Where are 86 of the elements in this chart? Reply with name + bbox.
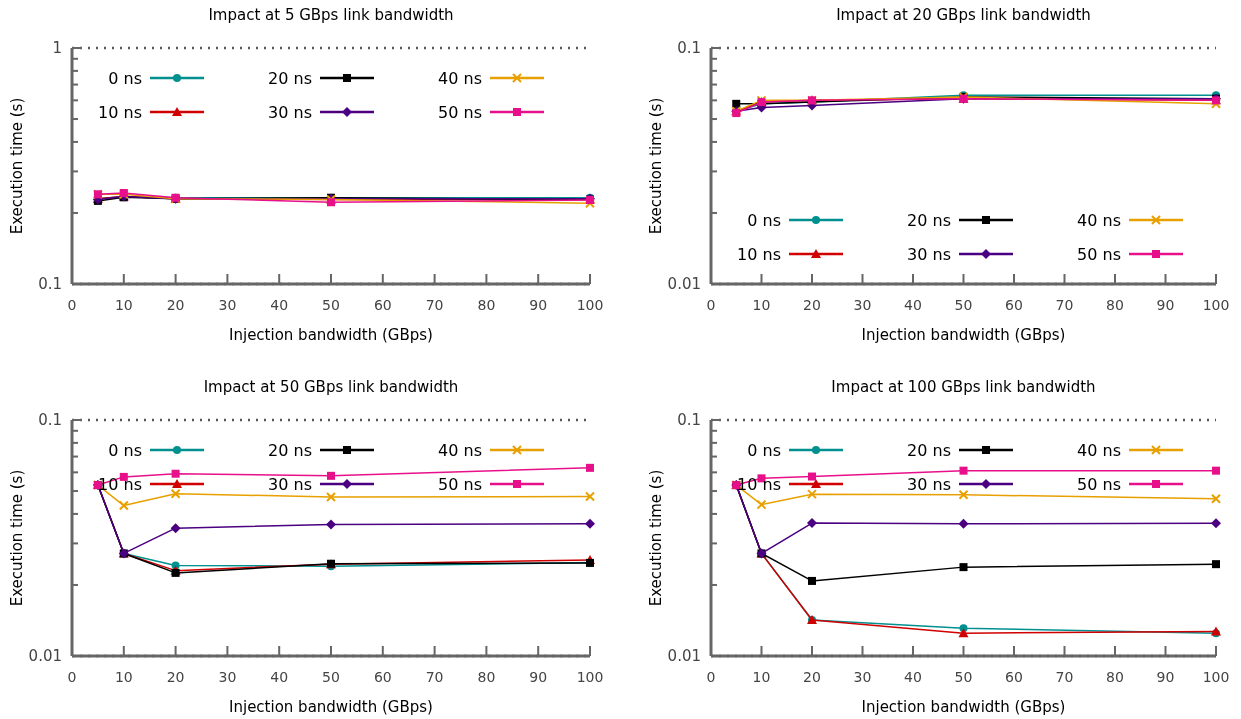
x-tick-label: 80 (477, 297, 496, 313)
legend-label: 10 ns (98, 102, 142, 122)
legend-label: 20 ns (268, 68, 312, 88)
y-tick-label: 0.1 (38, 275, 62, 294)
y-tick-label: 1 (52, 39, 62, 58)
x-axis-title: Injection bandwidth (GBps) (861, 326, 1066, 344)
x-tick-label: 90 (1156, 669, 1175, 685)
y-axis-title: Execution time (s) (647, 97, 665, 235)
x-tick-label: 10 (752, 669, 771, 685)
x-tick-label: 90 (1156, 297, 1175, 313)
legend-label: 50 ns (438, 102, 482, 122)
x-tick-label: 30 (218, 297, 237, 313)
chart-title: Impact at 50 GBps link bandwidth (203, 378, 459, 396)
x-tick-label: 90 (529, 669, 548, 685)
y-axis-title: Execution time (s) (8, 469, 26, 607)
x-tick-label: 100 (1202, 669, 1230, 685)
legend-label: 0 ns (747, 210, 781, 230)
y-tick-label: 0.01 (667, 275, 701, 294)
x-tick-label: 10 (752, 297, 771, 313)
x-tick-label: 10 (114, 297, 133, 313)
x-tick-label: 60 (1005, 297, 1023, 313)
y-tick-label: 0.01 (667, 647, 701, 666)
chart-title: Impact at 20 GBps link bandwidth (836, 6, 1091, 24)
x-tick-label: 50 (954, 669, 973, 685)
x-tick-label: 30 (218, 669, 237, 685)
y-axis-title: Execution time (s) (647, 469, 665, 607)
x-tick-label: 100 (576, 669, 604, 685)
x-tick-label: 10 (114, 669, 133, 685)
x-tick-label: 20 (803, 297, 821, 313)
x-tick-label: 40 (270, 669, 289, 685)
x-tick-label: 40 (904, 297, 922, 313)
legend-label: 50 ns (438, 474, 482, 494)
x-tick-label: 80 (477, 669, 496, 685)
legend-label: 20 ns (907, 210, 951, 230)
x-tick-label: 70 (425, 669, 444, 685)
x-tick-label: 80 (1106, 669, 1124, 685)
legend-label: 10 ns (737, 244, 781, 264)
legend-label: 20 ns (907, 440, 951, 460)
x-tick-label: 20 (803, 669, 821, 685)
legend-label: 50 ns (1077, 474, 1121, 494)
x-axis-title: Injection bandwidth (GBps) (229, 698, 433, 716)
x-tick-label: 20 (166, 669, 185, 685)
x-tick-label: 0 (67, 297, 77, 313)
x-tick-label: 60 (373, 297, 392, 313)
x-tick-label: 90 (529, 297, 548, 313)
x-tick-label: 40 (904, 669, 922, 685)
legend-label: 40 ns (438, 440, 482, 460)
legend-label: 40 ns (1077, 210, 1121, 230)
x-axis-title: Injection bandwidth (GBps) (861, 698, 1066, 716)
x-tick-label: 0 (706, 297, 716, 313)
x-tick-label: 60 (1005, 669, 1023, 685)
x-tick-label: 50 (322, 297, 340, 313)
x-tick-label: 70 (1055, 669, 1074, 685)
x-tick-label: 40 (270, 297, 289, 313)
legend-label: 30 ns (268, 102, 312, 122)
x-tick-label: 0 (706, 669, 716, 685)
legend-label: 40 ns (1077, 440, 1121, 460)
y-axis-title: Execution time (s) (8, 97, 26, 235)
y-tick-label: 0.1 (38, 411, 62, 430)
x-tick-label: 60 (373, 669, 392, 685)
legend-label: 50 ns (1077, 244, 1121, 264)
x-tick-label: 30 (853, 297, 872, 313)
legend-label: 30 ns (907, 474, 951, 494)
chart-title: Impact at 5 GBps link bandwidth (208, 6, 454, 24)
legend-label: 20 ns (268, 440, 312, 460)
legend-label: 0 ns (108, 68, 142, 88)
x-tick-label: 50 (954, 297, 973, 313)
legend-label: 30 ns (907, 244, 951, 264)
x-tick-label: 100 (576, 297, 604, 313)
y-tick-label: 0.1 (677, 39, 701, 58)
x-tick-label: 70 (1055, 297, 1074, 313)
x-tick-label: 80 (1106, 297, 1124, 313)
legend-label: 0 ns (108, 440, 142, 460)
y-tick-label: 0.01 (28, 647, 62, 666)
x-axis-title: Injection bandwidth (GBps) (229, 326, 433, 344)
x-tick-label: 50 (322, 669, 340, 685)
legend-label: 0 ns (747, 440, 781, 460)
x-tick-label: 20 (166, 297, 185, 313)
x-tick-label: 30 (853, 669, 872, 685)
x-tick-label: 0 (67, 669, 77, 685)
legend-label: 40 ns (438, 68, 482, 88)
legend-label: 30 ns (268, 474, 312, 494)
x-tick-label: 70 (425, 297, 444, 313)
chart-title: Impact at 100 GBps link bandwidth (831, 378, 1096, 396)
x-tick-label: 100 (1202, 297, 1230, 313)
y-tick-label: 0.1 (677, 411, 701, 430)
